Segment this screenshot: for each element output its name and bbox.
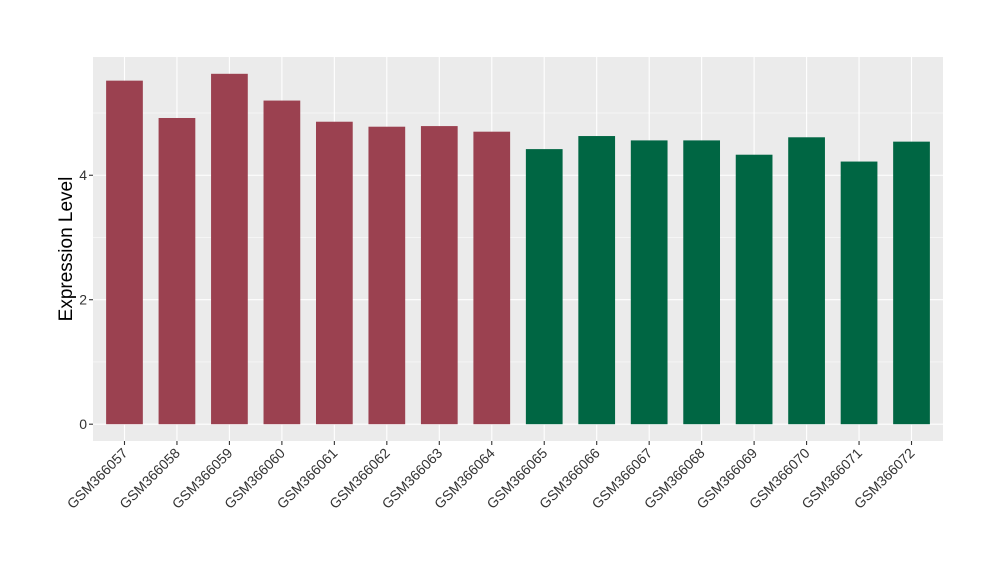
y-tick-label: 2 xyxy=(79,292,87,308)
bar-GSM366062 xyxy=(368,126,406,425)
y-axis: 0 2 4 xyxy=(79,167,93,432)
bar-GSM366071 xyxy=(840,161,878,425)
x-axis: GSM366057GSM366058GSM366059GSM366060GSM3… xyxy=(64,441,918,512)
y-tick-label: 0 xyxy=(79,416,87,432)
bar-GSM366058 xyxy=(158,117,196,425)
bar-GSM366061 xyxy=(315,121,353,425)
bar-GSM366063 xyxy=(420,126,458,425)
bar-GSM366065 xyxy=(525,149,563,425)
bar-GSM366059 xyxy=(211,73,248,425)
bar-GSM366068 xyxy=(683,140,721,425)
bar-GSM366067 xyxy=(630,140,668,425)
bar-GSM366072 xyxy=(893,141,930,425)
bar-GSM366064 xyxy=(473,131,511,425)
y-tick-label: 4 xyxy=(79,167,87,183)
bar-GSM366066 xyxy=(578,136,616,425)
bar-GSM366060 xyxy=(263,100,301,425)
bar-GSM366069 xyxy=(735,154,773,425)
bar-GSM366057 xyxy=(106,80,143,425)
y-axis-title: Expression Level xyxy=(56,177,77,322)
bars xyxy=(106,73,930,425)
bar-GSM366070 xyxy=(788,137,825,425)
